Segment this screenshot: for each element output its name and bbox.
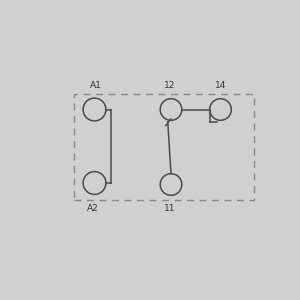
Text: 12: 12 (164, 81, 175, 90)
Text: A1: A1 (90, 81, 102, 90)
Bar (74, 94, 254, 200)
Text: 14: 14 (215, 81, 226, 90)
Text: 11: 11 (164, 204, 175, 213)
Text: A2: A2 (87, 204, 99, 213)
